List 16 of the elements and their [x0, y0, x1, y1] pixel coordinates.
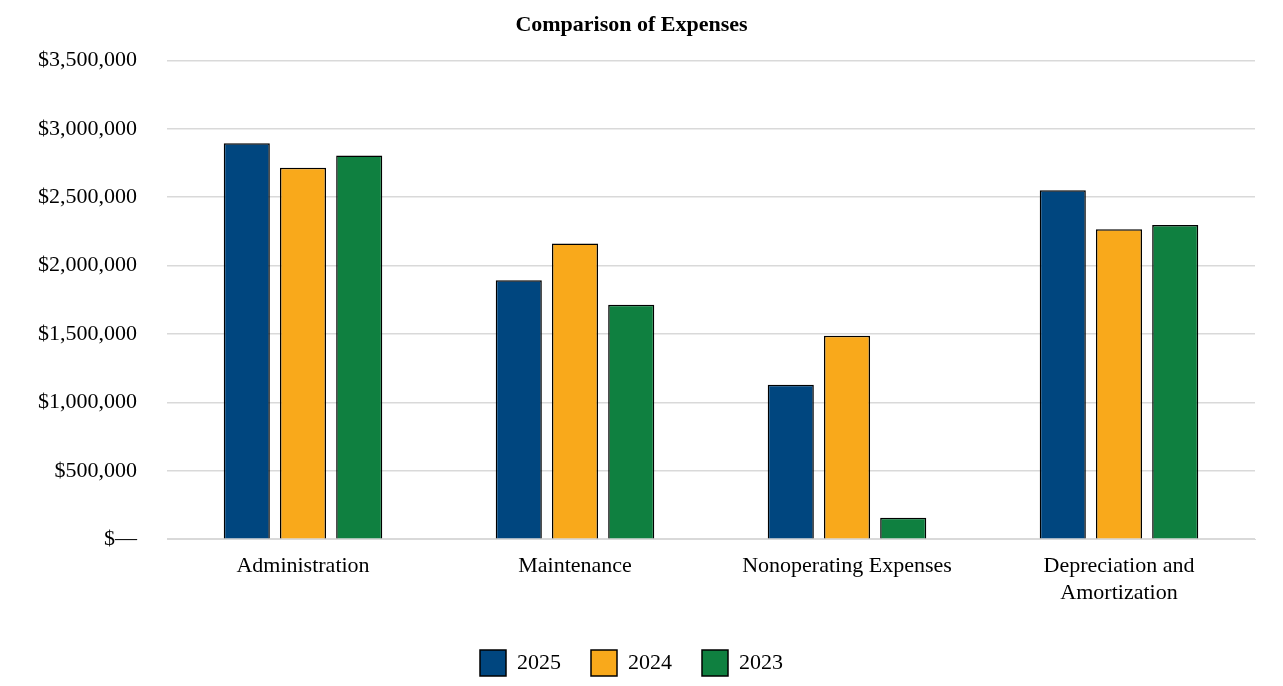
y-tick-label: $1,500,000 — [38, 319, 137, 345]
x-tick-label: Depreciation and Amortization — [1043, 552, 1195, 604]
x-tick-label: Maintenance — [518, 552, 632, 578]
legend-label: 2023 — [739, 648, 783, 674]
chart-title: Comparison of Expenses — [515, 10, 749, 36]
x-tick-label: Administration — [236, 552, 370, 578]
y-tick-label: $3,000,000 — [38, 114, 137, 140]
y-tick-label: $1,000,000 — [38, 388, 137, 414]
y-tick-label: $2,500,000 — [38, 182, 137, 208]
y-tick-label: $— — [104, 524, 138, 550]
legend-label: 2024 — [628, 648, 672, 674]
legend-label: 2025 — [517, 648, 561, 674]
y-tick-label: $2,000,000 — [38, 251, 137, 277]
y-tick-label: $3,500,000 — [38, 46, 137, 72]
x-tick-label: Nonoperating Expenses — [742, 552, 952, 578]
y-tick-label: $500,000 — [54, 456, 137, 482]
